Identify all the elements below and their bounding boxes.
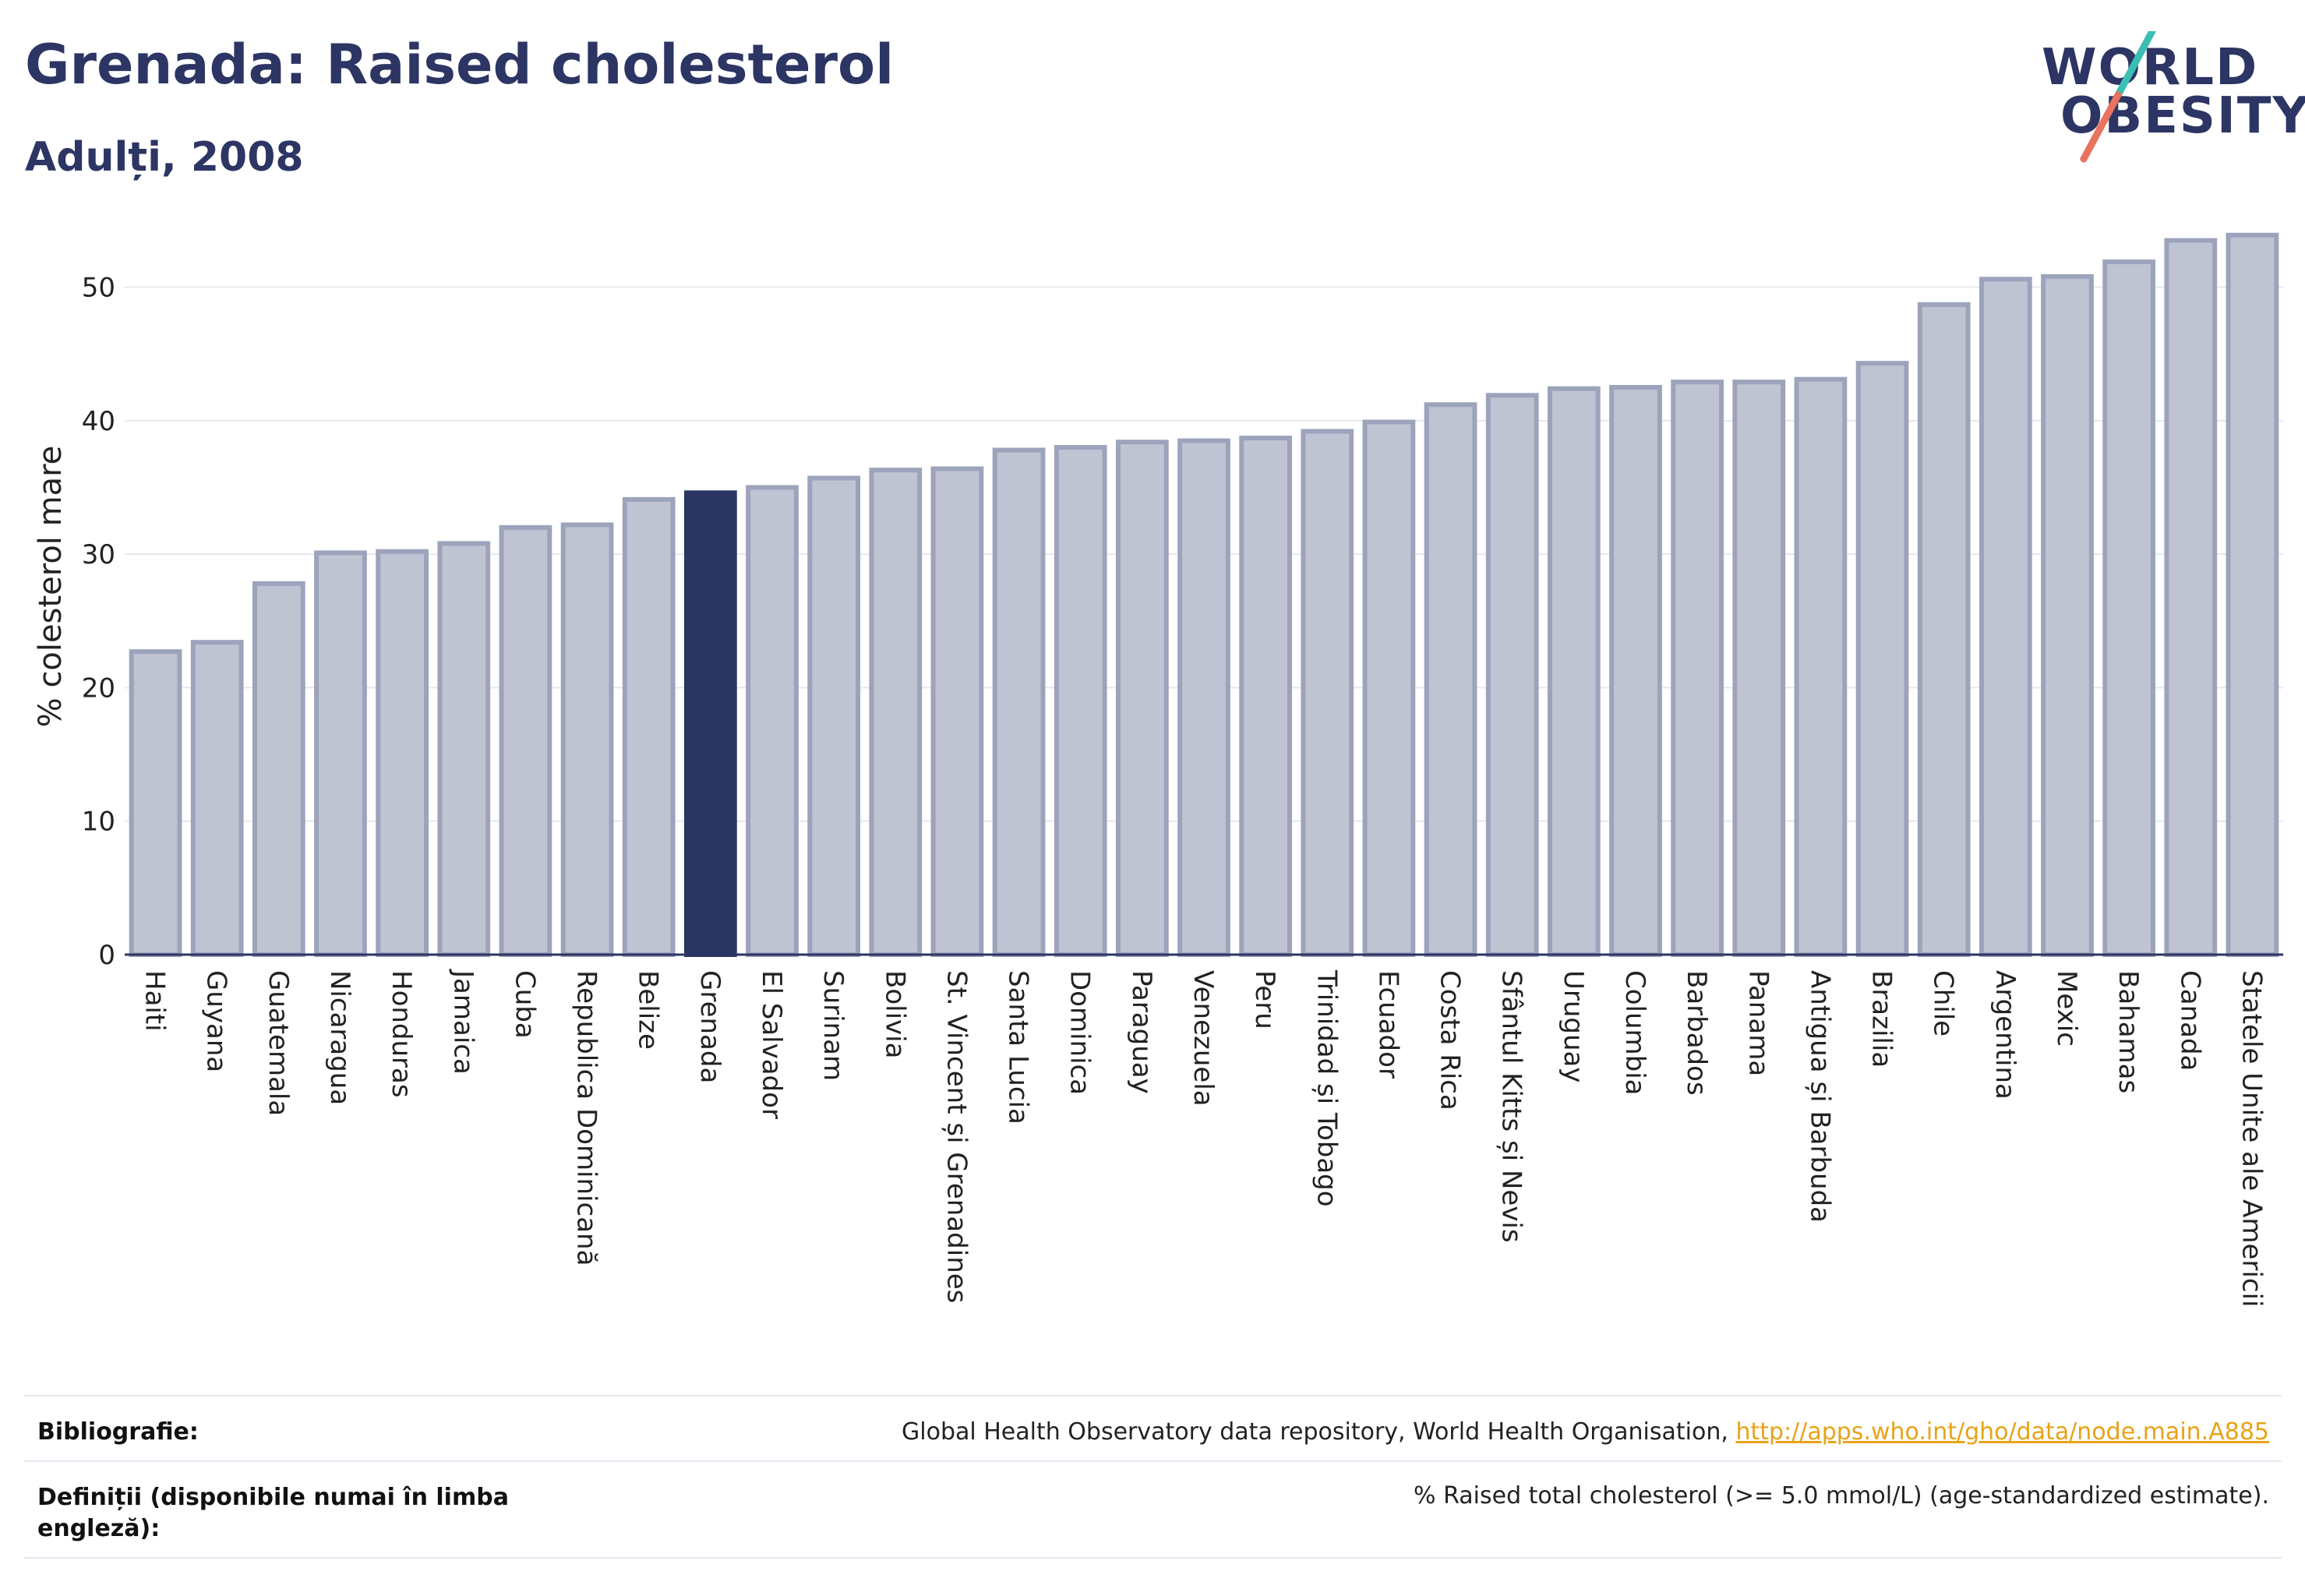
bar-10[interactable] xyxy=(746,485,799,957)
page-subtitle: Adulți, 2008 xyxy=(25,134,304,181)
x-tick-label: Paraguay xyxy=(1126,970,1157,1094)
bar-34[interactable] xyxy=(2226,232,2279,958)
world-obesity-logo[interactable]: WORLD OBESITY xyxy=(2026,31,2305,171)
bar-17[interactable] xyxy=(1177,438,1230,957)
bar-21[interactable] xyxy=(1424,402,1477,957)
bar-1[interactable] xyxy=(190,640,244,958)
y-tick-label: 30 xyxy=(82,539,115,570)
y-tick-label: 10 xyxy=(82,807,115,838)
x-tick-label: Ecuador xyxy=(1372,970,1403,1079)
x-tick-label: Haiti xyxy=(139,970,171,1032)
x-tick-label: Nicaragua xyxy=(324,970,355,1105)
x-tick-label: Chile xyxy=(1928,970,1959,1036)
x-tick-label: Dominica xyxy=(1064,970,1096,1095)
bar-19[interactable] xyxy=(1301,429,1354,958)
bar-4[interactable] xyxy=(376,549,429,957)
bar-6[interactable] xyxy=(499,524,552,957)
bar-chart: 0 10 20 30 40 50 % colesterol mare Haiti Guyana G… xyxy=(33,232,2283,1307)
x-tick-label: Guatemala xyxy=(263,970,294,1116)
bar-11[interactable] xyxy=(807,475,861,957)
x-tick-label: Jamaica xyxy=(447,969,478,1075)
x-tick-label: Argentina xyxy=(1989,970,2021,1100)
bibliography-link[interactable]: http://apps.who.int/gho/data/node.main.A… xyxy=(1735,1418,2269,1446)
bibliography-label: Bibliografie: xyxy=(37,1418,199,1446)
y-tick-label: 0 xyxy=(98,940,115,971)
bar-33[interactable] xyxy=(2164,238,2218,957)
footer-divider-top xyxy=(23,1395,2282,1396)
x-tick-label: Guyana xyxy=(201,970,232,1072)
bar-3[interactable] xyxy=(314,550,367,958)
bar-25[interactable] xyxy=(1671,380,1724,957)
definitions-label: Definiții (disponibile numai în limba en… xyxy=(37,1482,509,1545)
bar-5[interactable] xyxy=(437,541,491,957)
bar-26[interactable] xyxy=(1732,380,1786,957)
x-tick-label: Peru xyxy=(1249,970,1280,1029)
logo-slash-icon xyxy=(2080,31,2156,163)
bar-31[interactable] xyxy=(2041,274,2094,957)
x-tick-label: St. Vincent și Grenadines xyxy=(941,970,972,1303)
footer-divider-bottom xyxy=(23,1557,2282,1559)
x-tick-label: Santa Lucia xyxy=(1003,970,1034,1125)
y-axis-label: % colesterol mare xyxy=(33,446,69,728)
definitions-label-line-1: Definiții (disponibile numai în limba xyxy=(37,1484,509,1511)
x-tick-label: Belize xyxy=(633,970,664,1050)
x-tick-label: Bahamas xyxy=(2113,970,2144,1093)
bar-12[interactable] xyxy=(869,468,923,957)
bar-2[interactable] xyxy=(252,581,305,957)
x-tick-label: Republica Dominicană xyxy=(571,970,602,1266)
definitions-label-line-2: engleză): xyxy=(37,1515,161,1542)
x-tick-label: Honduras xyxy=(386,970,417,1098)
x-tick-label: Panama xyxy=(1742,970,1774,1076)
bar-20[interactable] xyxy=(1362,419,1416,957)
bar-28[interactable] xyxy=(1855,361,1909,957)
x-tick-label: Statele Unite ale Americii xyxy=(2236,970,2267,1307)
logo-line-1: WORLD xyxy=(2042,39,2259,97)
x-tick-label: Costa Rica xyxy=(1435,970,1466,1110)
definitions-value: % Raised total cholesterol (>= 5.0 mmol/… xyxy=(1414,1482,2269,1509)
y-tick-label: 50 xyxy=(82,273,115,304)
bar-29[interactable] xyxy=(1917,302,1971,957)
x-tick-label: Barbados xyxy=(1681,970,1712,1096)
bar-0[interactable] xyxy=(129,649,182,957)
bar-24[interactable] xyxy=(1609,384,1662,958)
x-tick-label: Surinam xyxy=(817,970,849,1081)
bar-7[interactable] xyxy=(560,522,614,958)
x-tick-label: Uruguay xyxy=(1558,970,1589,1083)
x-tick-label: Trinidad și Tobago xyxy=(1311,969,1342,1207)
x-tick-label: Bolivia xyxy=(879,970,910,1058)
bar-8[interactable] xyxy=(622,496,676,957)
x-tick-label: Cuba xyxy=(509,970,540,1039)
y-tick-label: 40 xyxy=(82,406,115,437)
x-tick-label: El Salvador xyxy=(756,970,787,1119)
x-tick-label: Canada xyxy=(2174,970,2205,1071)
x-tick-label: Antigua și Barbuda xyxy=(1804,970,1835,1223)
bibliography-value: Global Health Observatory data repositor… xyxy=(902,1418,2269,1446)
x-tick-label: Sfântul Kitts și Nevis xyxy=(1496,970,1527,1243)
page-title: Grenada: Raised cholesterol xyxy=(25,33,895,97)
x-tick-label: Venezuela xyxy=(1188,970,1219,1107)
x-tick-label: Mexic xyxy=(2051,970,2082,1047)
bar-13[interactable] xyxy=(930,466,984,957)
bar-30[interactable] xyxy=(1978,277,2032,958)
footer-divider-middle xyxy=(23,1460,2282,1462)
bar-27[interactable] xyxy=(1794,376,1848,958)
y-tick-label: 20 xyxy=(82,673,115,704)
bar-23[interactable] xyxy=(1547,386,1601,958)
bar-9[interactable] xyxy=(683,490,737,957)
logo-line-2: OBESITY xyxy=(2060,87,2305,145)
bar-32[interactable] xyxy=(2102,259,2156,957)
bibliography-text: Global Health Observatory data repositor… xyxy=(902,1418,1736,1446)
x-tick-label: Grenada xyxy=(694,970,725,1083)
bar-15[interactable] xyxy=(1054,445,1107,957)
bar-16[interactable] xyxy=(1115,440,1169,957)
bar-14[interactable] xyxy=(992,447,1046,957)
bar-22[interactable] xyxy=(1485,393,1539,958)
x-tick-label: Brazilia xyxy=(1866,970,1897,1068)
x-tick-label: Columbia xyxy=(1619,970,1650,1096)
bar-18[interactable] xyxy=(1239,436,1293,958)
